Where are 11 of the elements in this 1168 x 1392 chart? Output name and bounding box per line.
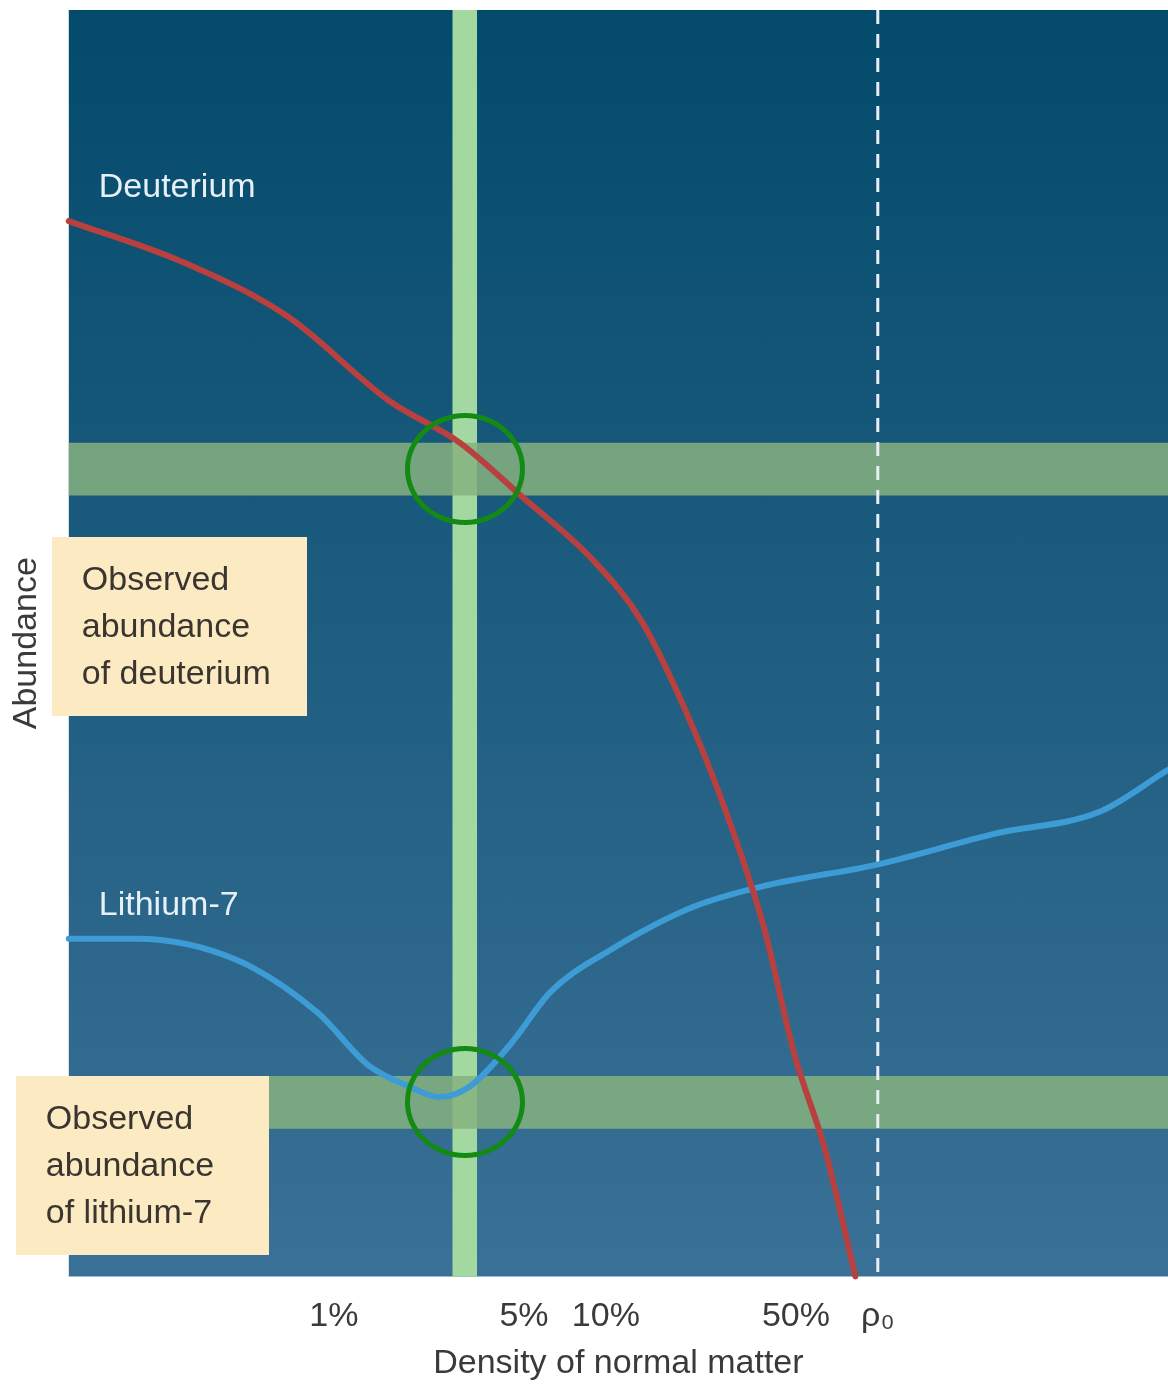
- x-tick-label: 1%: [309, 1295, 359, 1334]
- series-label: Lithium-7: [98, 883, 239, 922]
- band-label: Observed abundance of deuterium: [51, 537, 307, 717]
- x-tick-label: 10%: [571, 1295, 640, 1334]
- x-tick-label: 5%: [499, 1295, 549, 1334]
- band-label: Observed abundance of lithium-7: [15, 1075, 269, 1255]
- x-axis-title: Density of normal matter: [433, 1341, 804, 1380]
- x-tick-label: 50%: [761, 1295, 830, 1334]
- y-axis-title: Abundance: [4, 557, 43, 730]
- series-label: Deuterium: [98, 166, 256, 205]
- x-tick-label: ρ₀: [861, 1295, 895, 1334]
